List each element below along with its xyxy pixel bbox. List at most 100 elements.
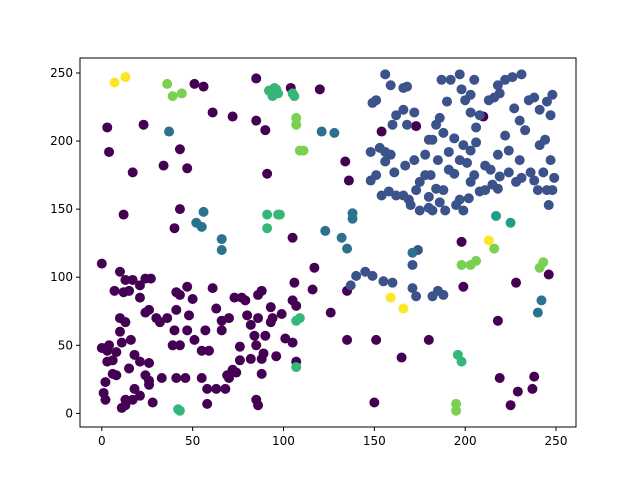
point bbox=[144, 358, 155, 369]
point bbox=[440, 205, 451, 216]
point bbox=[253, 313, 264, 324]
point bbox=[176, 88, 187, 99]
point bbox=[207, 283, 218, 294]
point bbox=[458, 281, 469, 292]
point bbox=[140, 370, 151, 381]
point bbox=[242, 310, 253, 321]
point bbox=[196, 345, 207, 356]
point bbox=[471, 122, 482, 133]
point bbox=[385, 292, 396, 303]
point bbox=[494, 171, 505, 182]
point bbox=[547, 89, 558, 100]
point bbox=[129, 349, 140, 360]
point bbox=[100, 377, 111, 388]
point bbox=[245, 353, 256, 364]
point bbox=[182, 281, 193, 292]
x-tick-label: 200 bbox=[454, 434, 477, 448]
point bbox=[520, 125, 531, 136]
point bbox=[260, 330, 271, 341]
point bbox=[516, 69, 527, 80]
point bbox=[511, 277, 522, 288]
point bbox=[420, 170, 431, 181]
point bbox=[240, 295, 251, 306]
point bbox=[431, 183, 442, 194]
point bbox=[529, 371, 540, 382]
plot-frame bbox=[79, 57, 577, 428]
point bbox=[229, 292, 240, 303]
point bbox=[291, 119, 302, 130]
point bbox=[202, 383, 213, 394]
point bbox=[443, 164, 454, 175]
point bbox=[164, 126, 175, 137]
point bbox=[207, 107, 218, 118]
point bbox=[114, 266, 125, 277]
point bbox=[387, 277, 398, 288]
point bbox=[307, 284, 318, 295]
point bbox=[271, 351, 282, 362]
point bbox=[407, 259, 418, 270]
point bbox=[120, 72, 131, 83]
point bbox=[503, 145, 514, 156]
point bbox=[182, 325, 193, 336]
point bbox=[211, 303, 222, 314]
point bbox=[480, 160, 491, 171]
point bbox=[196, 372, 207, 383]
x-tick-label: 0 bbox=[98, 434, 106, 448]
point bbox=[465, 145, 476, 156]
point bbox=[538, 257, 549, 268]
point bbox=[294, 313, 305, 324]
point bbox=[494, 88, 505, 99]
point bbox=[102, 356, 113, 367]
point bbox=[365, 146, 376, 157]
point bbox=[396, 352, 407, 363]
point bbox=[189, 78, 200, 89]
point bbox=[414, 176, 425, 187]
point bbox=[474, 110, 485, 121]
point bbox=[202, 398, 213, 409]
point bbox=[124, 285, 135, 296]
point bbox=[454, 194, 465, 205]
point bbox=[156, 372, 167, 383]
point bbox=[541, 185, 552, 196]
point bbox=[280, 333, 291, 344]
point bbox=[407, 247, 418, 258]
point bbox=[325, 307, 336, 318]
point bbox=[443, 146, 454, 157]
point bbox=[223, 313, 234, 324]
point bbox=[289, 91, 300, 102]
x-tick-label: 100 bbox=[272, 434, 295, 448]
point bbox=[471, 255, 482, 266]
point bbox=[345, 280, 356, 291]
point bbox=[465, 176, 476, 187]
point bbox=[532, 185, 543, 196]
point bbox=[198, 81, 209, 92]
point bbox=[138, 119, 149, 130]
x-tick-label: 250 bbox=[545, 434, 568, 448]
point bbox=[351, 270, 362, 281]
point bbox=[269, 82, 280, 93]
point bbox=[454, 155, 465, 166]
point bbox=[427, 134, 438, 145]
point bbox=[380, 69, 391, 80]
point bbox=[405, 200, 416, 211]
point bbox=[191, 217, 202, 228]
point bbox=[449, 133, 460, 144]
point bbox=[456, 236, 467, 247]
point bbox=[287, 337, 298, 348]
point bbox=[492, 315, 503, 326]
point bbox=[483, 235, 494, 246]
point bbox=[134, 292, 145, 303]
point bbox=[527, 383, 538, 394]
point bbox=[116, 337, 127, 348]
point bbox=[124, 363, 135, 374]
point bbox=[174, 405, 185, 416]
point bbox=[102, 345, 113, 356]
point bbox=[391, 190, 402, 201]
point bbox=[174, 204, 185, 215]
point bbox=[234, 355, 245, 366]
point bbox=[227, 111, 238, 122]
point bbox=[411, 121, 422, 132]
point bbox=[147, 397, 158, 408]
point bbox=[274, 209, 285, 220]
